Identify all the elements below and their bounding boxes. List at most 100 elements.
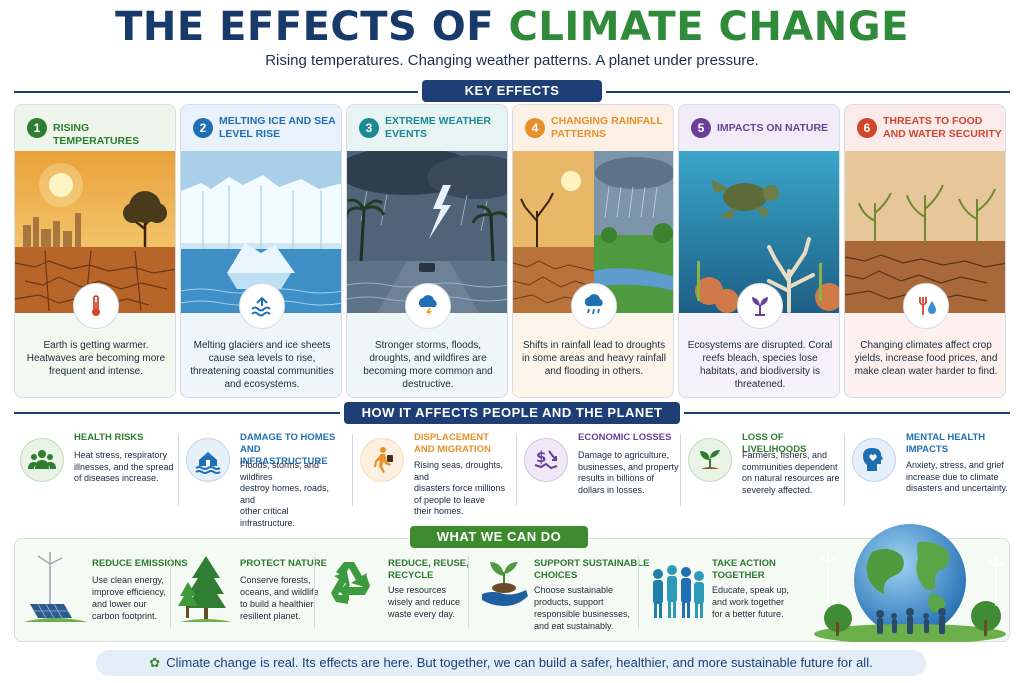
- action-desc-line: Use clean energy,: [92, 575, 164, 585]
- effect-illustration: [181, 151, 341, 313]
- impact-title: DISPLACEMENT AND MIGRATION: [414, 432, 491, 456]
- dollar-decline-icon: $: [524, 438, 568, 482]
- impact-description: Damage to agriculture, businesses, and pr…: [578, 450, 679, 496]
- action-title: SUPPORT SUSTAINABLE CHOICES: [534, 558, 649, 582]
- walking-person-icon: [360, 438, 404, 482]
- footer-message: ✿ Climate change is real. Its effects are…: [96, 650, 926, 676]
- impact-desc-line: Floods, storms, and wildfires: [240, 460, 320, 482]
- impact-desc-line: communities dependent: [742, 461, 838, 472]
- effect-number: 3: [359, 118, 379, 138]
- impact-item: HEALTH RISKS Heat stress, respiratory ill…: [20, 432, 180, 512]
- action-title-line: SUPPORT SUSTAINABLE: [534, 558, 650, 569]
- action-desc-line: to build a healthier,: [240, 599, 316, 609]
- page-title: THE EFFECTS OF CLIMATE CHANGE: [0, 4, 1024, 50]
- impact-title: DAMAGE TO HOMES AND INFRASTRUCTURE: [240, 432, 346, 468]
- flooded-house-icon: [186, 438, 230, 482]
- effect-description: Shifts in rainfall lead to droughts in s…: [522, 340, 666, 377]
- effect-title: RISING TEMPERATURES: [53, 122, 140, 147]
- wind-solar-icon: [22, 552, 90, 629]
- title-part-2: CLIMATE CHANGE: [508, 4, 909, 50]
- effect-card-6: 6 THREATS TO FOOD AND WATER SECURITY Cha…: [844, 104, 1006, 398]
- impact-desc-line: increase due to climate: [906, 471, 999, 482]
- impact-title: LOSS OF LIVELIHOODS: [742, 432, 848, 456]
- impact-desc-line: of people to leave: [414, 494, 486, 505]
- impact-desc-line: businesses, and property: [578, 461, 679, 472]
- action-desc-line: waste every day.: [388, 609, 455, 619]
- people-together-icon: [646, 560, 710, 629]
- fork-water-icon: [903, 283, 949, 329]
- action-title-line: REDUCE, REUSE,: [388, 558, 469, 569]
- seedling-hand-icon: [476, 556, 532, 621]
- impact-desc-line: Damage to agriculture,: [578, 450, 670, 460]
- effect-description: Ecosystems are disrupted. Coral reefs bl…: [687, 340, 833, 390]
- impact-title-line: AND INFRASTRUCTURE: [240, 444, 328, 467]
- action-title-line: REDUCE EMISSIONS: [92, 558, 188, 569]
- sprout-icon: [688, 438, 732, 482]
- action-description: Use resources wisely and reduce waste ever…: [388, 584, 460, 620]
- action-desc-line: wisely and reduce: [388, 597, 461, 607]
- action-description: Educate, speak up, and work together for a…: [712, 584, 789, 620]
- action-desc-line: resilient planet.: [240, 611, 301, 621]
- effect-card-2: 2 MELTING ICE AND SEA LEVEL RISE Melting…: [180, 104, 342, 398]
- thermometer-icon: [73, 283, 119, 329]
- divider: [638, 556, 639, 628]
- effect-description: Changing climates affect crop yields, in…: [854, 340, 998, 377]
- impact-desc-line: their homes.: [414, 506, 464, 516]
- impact-description: Farmers, fishers, and communities depende…: [742, 450, 840, 496]
- impact-desc-line: disasters and uncertainty.: [906, 483, 1008, 493]
- divider: [680, 434, 681, 506]
- impact-desc-line: other critical infrastructure.: [240, 506, 296, 528]
- impact-desc-line: illnesses, and the spread: [74, 461, 174, 472]
- earth-globe-icon: [814, 524, 1006, 642]
- head-heart-icon: [852, 438, 896, 482]
- divider: [314, 556, 315, 628]
- people-planet-banner: HOW IT AFFECTS PEOPLE AND THE PLANET: [344, 402, 680, 424]
- effect-description: Stronger storms, floods, droughts, and w…: [363, 340, 493, 390]
- divider: [170, 556, 171, 628]
- action-title-line: TOGETHER: [712, 570, 765, 581]
- impact-item: DAMAGE TO HOMES AND INFRASTRUCTURE Floods…: [186, 432, 346, 528]
- effect-title: CHANGING RAINFALL PATTERNS: [551, 115, 663, 140]
- impact-desc-line: Anxiety, stress, and grief: [906, 460, 1004, 470]
- impact-desc-line: on natural resources are: [742, 473, 840, 483]
- trees-icon: [178, 552, 234, 629]
- effect-illustration: [513, 151, 673, 313]
- action-title: REDUCE EMISSIONS: [92, 558, 188, 570]
- effect-description: Melting glaciers and ice sheets cause se…: [190, 340, 334, 390]
- impact-description: Anxiety, stress, and grief increase due t…: [906, 460, 1008, 495]
- action-title: REDUCE, REUSE, RECYCLE: [388, 558, 469, 582]
- impact-desc-line: Heat stress, respiratory: [74, 450, 168, 460]
- divider: [468, 556, 469, 628]
- action-description: Choose sustainable products, support respo…: [534, 584, 630, 632]
- action-desc-line: responsible businesses,: [534, 609, 631, 619]
- action-title-line: RECYCLE: [388, 570, 434, 581]
- key-effects-banner: KEY EFFECTS: [422, 80, 602, 102]
- impact-title: HEALTH RISKS: [74, 432, 144, 444]
- effect-title: THREATS TO FOOD AND WATER SECURITY: [883, 115, 1002, 140]
- svg-text:$: $: [536, 448, 546, 466]
- impact-desc-line: dollars in losses.: [578, 484, 645, 495]
- recycle-icon: [322, 556, 378, 617]
- impact-title-line: HEALTH RISKS: [74, 432, 144, 443]
- what-we-can-do-banner: WHAT WE CAN DO: [410, 526, 588, 548]
- rain-cloud-icon: [571, 283, 617, 329]
- title-part-1: THE EFFECTS OF: [115, 4, 495, 50]
- impact-desc-line: of diseases increase.: [74, 473, 159, 483]
- impact-title-line: IMPACTS: [906, 444, 949, 455]
- effect-number: 5: [691, 118, 711, 138]
- impact-item: $ ECONOMIC LOSSES Damage to agriculture,…: [524, 432, 684, 512]
- sea-level-icon: [239, 283, 285, 329]
- impact-title-line: ECONOMIC LOSSES: [578, 432, 672, 443]
- impact-desc-line: Rising seas, droughts, and: [414, 460, 504, 482]
- impact-title-line: DISPLACEMENT: [414, 432, 489, 443]
- action-title-line: CHOICES: [534, 570, 578, 581]
- action-desc-line: for a better future.: [712, 609, 784, 619]
- action-description: Use clean energy, improve efficiency, and …: [92, 574, 166, 622]
- banner-line-right: [684, 412, 1010, 414]
- effect-illustration: [15, 151, 175, 313]
- impact-desc-line: disasters force millions: [414, 483, 506, 493]
- action-desc-line: carbon footprint.: [92, 611, 158, 621]
- action-desc-line: improve efficiency,: [92, 587, 166, 597]
- divider: [352, 434, 353, 506]
- impact-description: Heat stress, respiratory illnesses, and t…: [74, 450, 174, 485]
